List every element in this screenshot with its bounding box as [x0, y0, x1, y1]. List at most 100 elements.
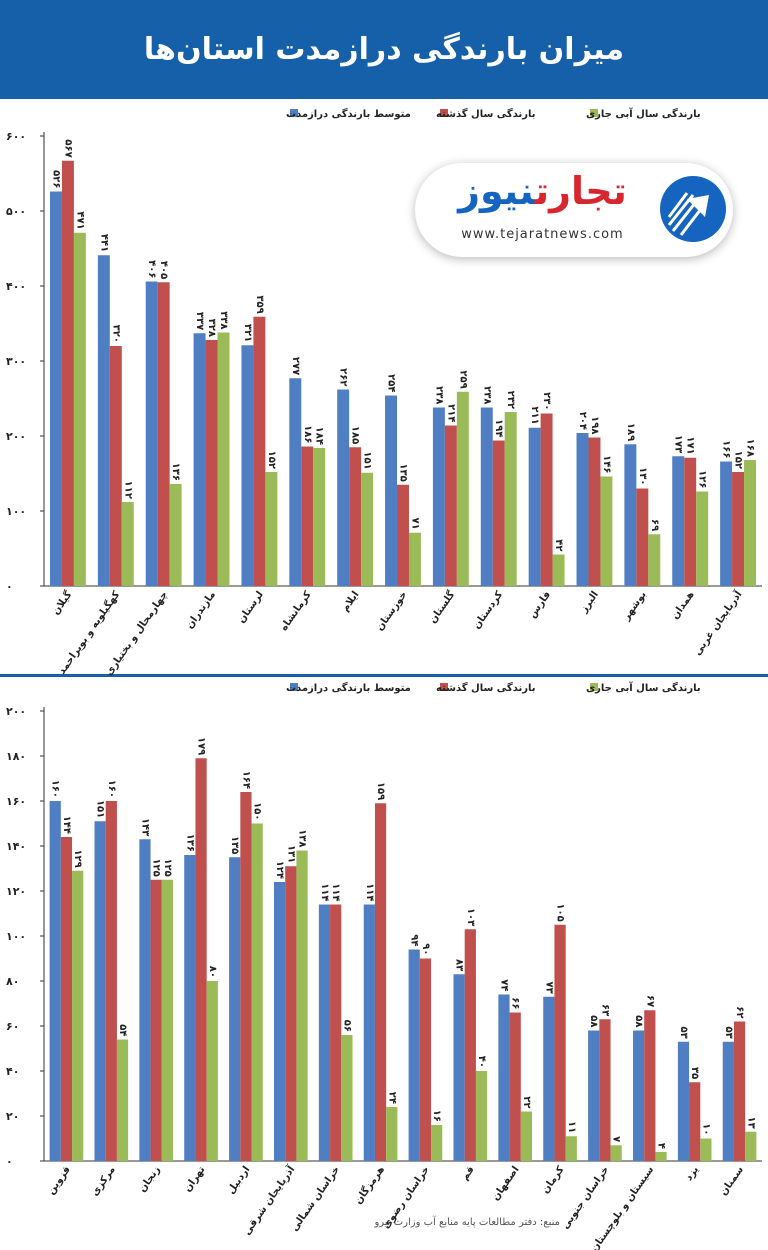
y-tick-label: ۲۰۰: [6, 430, 26, 443]
bar-value-label: ۴۴۱: [98, 234, 109, 252]
category-label: سمنان: [718, 1164, 746, 1197]
bar: [492, 440, 505, 586]
y-tick-label: ۰: [6, 1155, 13, 1168]
y-tick-label: ۸۰: [6, 975, 19, 988]
bar-value-label: ۱۴۶: [601, 455, 612, 473]
y-tick-label: ۱۸۰: [6, 750, 26, 763]
bar: [330, 904, 342, 1161]
category-label: بوشهر: [620, 589, 648, 623]
bar-value-label: ۱۳۱: [285, 845, 296, 863]
bar: [195, 758, 207, 1161]
bar-value-label: ۱۵۰: [252, 802, 263, 820]
bar: [169, 484, 182, 586]
bar-value-label: ۱۳۶: [184, 834, 195, 852]
bar: [193, 333, 206, 586]
category-label: همدان: [670, 589, 697, 621]
bar: [341, 1035, 353, 1161]
bar: [161, 879, 174, 1161]
bar-value-label: ۱۲۹: [72, 849, 83, 867]
bar-value-label: ۱۲۶: [697, 470, 708, 488]
page-title: میزان بارندگی درازمدت استان‌ها: [143, 32, 625, 67]
bar: [509, 1012, 521, 1161]
bar: [285, 866, 297, 1161]
bar-value-label: ۲۰۴: [577, 412, 588, 430]
bar: [49, 801, 61, 1161]
bar: [576, 433, 589, 586]
bar-value-label: ۱۸۶: [302, 425, 313, 443]
bar: [456, 391, 469, 586]
category-label: تهران: [182, 1164, 208, 1194]
category-label: قزوین: [46, 1164, 73, 1196]
bar-value-label: ۱۸۹: [625, 423, 636, 441]
y-tick-label: ۲۰۰: [6, 705, 26, 718]
bar-value-label: ۱۹۴: [493, 419, 504, 437]
source-note: منبع: دفتر مطالعات پایه منابع آب وزارت ن…: [374, 1217, 560, 1228]
bar: [296, 850, 308, 1161]
legend-entry: متوسط بارندگی درازمدت: [286, 681, 411, 694]
bar: [265, 472, 278, 586]
bar-value-label: ۱۶۴: [240, 771, 251, 789]
bar: [60, 837, 73, 1161]
bar: [229, 857, 241, 1161]
bar-value-label: ۵۸: [588, 1015, 599, 1027]
y-tick-label: ۱۰۰: [6, 505, 26, 518]
bar-value-label: ۱۰۵: [555, 903, 566, 921]
bar: [105, 801, 117, 1161]
bar: [636, 488, 649, 586]
bar: [374, 803, 387, 1161]
bar: [624, 444, 637, 586]
bar-value-label: ۵۳: [723, 1027, 734, 1039]
bar-value-label: ۹۴: [409, 934, 420, 946]
bar-value-label: ۳۲۸: [206, 319, 217, 337]
bar-value-label: ۱۰۳: [465, 908, 476, 926]
bar: [588, 437, 601, 586]
category-label: البرز: [578, 589, 601, 615]
bar: [732, 472, 745, 586]
bar-value-label: ۴۲: [553, 539, 564, 551]
bar-value-label: ۵۴: [117, 1024, 128, 1036]
category-label: مازندران: [184, 589, 218, 631]
bar-value-label: ۲۶۲: [338, 368, 349, 386]
bar: [349, 447, 362, 586]
bar: [419, 958, 432, 1161]
bar-value-label: ۱۳۸: [297, 829, 308, 847]
bar: [677, 1041, 690, 1161]
bar: [313, 448, 326, 586]
bar: [385, 395, 398, 586]
bar-value-label: ۱۴۴: [61, 816, 72, 834]
bar: [150, 879, 162, 1161]
bar-value-label: ۳۵: [689, 1067, 700, 1079]
logo-word-1: تجارت: [534, 169, 627, 213]
bar-value-label: ۵۲۶: [50, 170, 61, 188]
logo-mark-icon: [660, 176, 726, 242]
bar-value-label: ۶۹: [649, 519, 660, 531]
bar-value-label: ۱۲۴: [274, 861, 285, 879]
chart-2: ۰ ۲۰ ۴۰ ۶۰ ۸۰ ۱۰۰ ۱۲۰ ۱۴۰ ۱۶۰ ۱۸۰ ۲۰۰ متوسط بارندگی…: [6, 681, 762, 1250]
bar: [121, 502, 134, 586]
bar-value-label: ۲۵۹: [457, 370, 468, 388]
bar: [504, 412, 517, 586]
bar-value-label: ۲۱۱: [529, 406, 540, 424]
bar-value-label: ۱۸۵: [350, 426, 361, 444]
category-label: اردبیل: [226, 1164, 253, 1196]
bar: [745, 1131, 757, 1161]
bar-value-label: ۳۳۸: [218, 311, 229, 329]
category-label: گیلان: [49, 588, 75, 617]
bar-value-label: ۳۲۰: [110, 325, 121, 343]
bar-value-label: ۳۵۹: [254, 295, 265, 313]
bar: [184, 855, 196, 1161]
bar-value-label: ۱۵۱: [95, 800, 106, 818]
bar: [363, 904, 375, 1161]
bar-value-label: ۹۰: [420, 943, 431, 955]
legend-swatch: [290, 109, 298, 117]
bar: [205, 340, 218, 586]
bar-value-label: ۵۶: [341, 1020, 352, 1032]
bar-value-label: ۱۸۴: [314, 427, 325, 445]
y-tick-label: ۴۰۰: [6, 280, 26, 293]
y-tick-label: ۶۰: [6, 1020, 19, 1033]
bar: [498, 994, 510, 1161]
bar: [453, 974, 465, 1161]
bar-value-label: ۱۳۵: [229, 836, 240, 854]
bar: [632, 1030, 645, 1161]
bar: [696, 491, 709, 586]
